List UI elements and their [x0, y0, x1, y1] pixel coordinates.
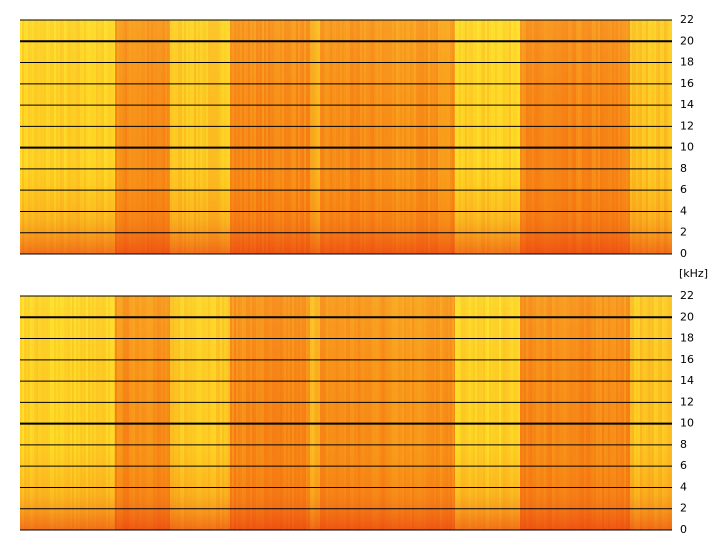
y-tick-label: 18	[680, 332, 694, 345]
y-tick-label: 6	[680, 459, 687, 472]
y-tick-label: 12	[680, 119, 694, 132]
y-tick-label: 16	[680, 77, 694, 90]
y-tick-label: 4	[680, 480, 687, 493]
y-axis-unit: [kHz]	[679, 267, 708, 280]
y-tick-label: 4	[680, 204, 687, 217]
y-tick-label: 12	[680, 395, 694, 408]
y-tick-label: 14	[680, 374, 694, 387]
spectrum-shading	[20, 20, 672, 254]
y-tick-label: 14	[680, 98, 694, 111]
y-tick-label: 8	[680, 438, 687, 451]
y-tick-label: 18	[680, 56, 694, 69]
y-tick-label: 2	[680, 226, 687, 239]
y-tick-label: 20	[680, 310, 694, 323]
y-tick-label: 10	[680, 141, 694, 154]
y-tick-label: 6	[680, 183, 687, 196]
y-tick-label: 10	[680, 417, 694, 430]
y-tick-label: 22	[680, 289, 694, 302]
spectrum-shading	[20, 296, 672, 530]
y-tick-label: 22	[680, 13, 694, 26]
y-tick-label: 0	[680, 247, 687, 260]
y-tick-label: 20	[680, 34, 694, 47]
y-tick-label: 16	[680, 353, 694, 366]
y-tick-label: 8	[680, 162, 687, 175]
y-tick-label: 0	[680, 523, 687, 536]
y-tick-label: 2	[680, 502, 687, 515]
